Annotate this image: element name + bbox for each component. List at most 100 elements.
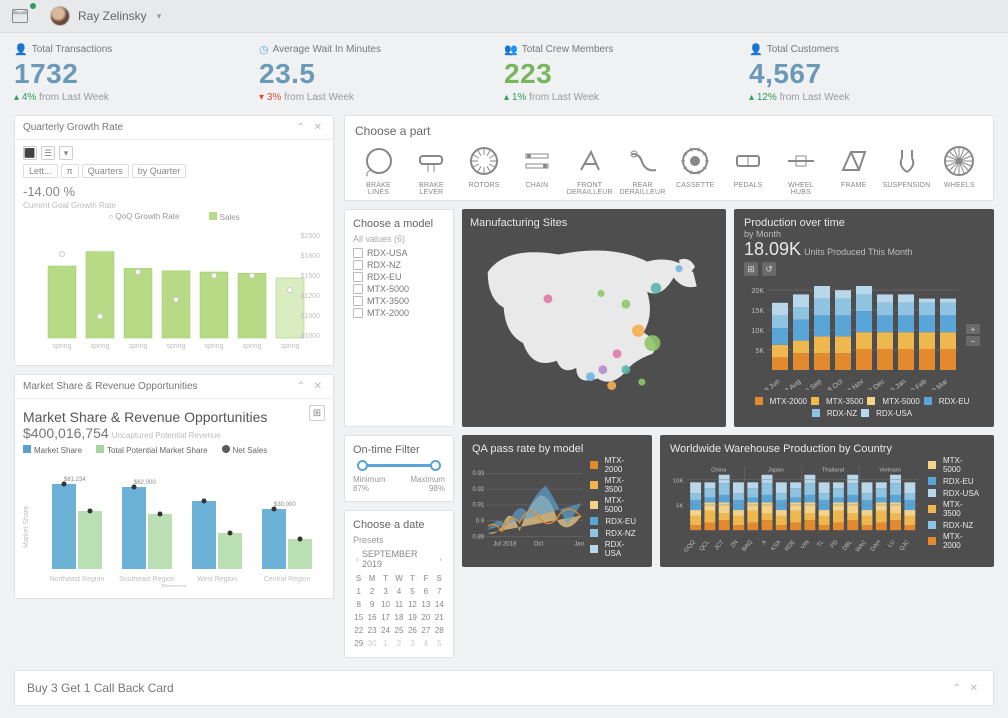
calendar-day[interactable]: 2 xyxy=(366,586,377,597)
svg-text:DBL: DBL xyxy=(842,539,854,552)
svg-text:$1000: $1000 xyxy=(301,333,321,340)
card-title: Market Share & Revenue Opportunities xyxy=(23,381,198,392)
calendar-day[interactable]: 14 xyxy=(434,599,445,610)
calendar-day[interactable]: 18 xyxy=(393,612,404,623)
calendar-day[interactable]: 29 xyxy=(353,638,364,649)
card-tools[interactable]: ⌃ ✕ xyxy=(296,122,325,133)
svg-text:0.9: 0.9 xyxy=(476,518,485,525)
svg-text:China: China xyxy=(711,467,727,473)
part-wheel-hubs[interactable]: WHEEL HUBS xyxy=(777,144,824,196)
calendar-grid[interactable]: SMTWTFS123456789101112131415161718192021… xyxy=(353,573,445,649)
part-suspension[interactable]: SUSPENSION xyxy=(883,144,930,196)
prev-month-icon[interactable]: ‹ xyxy=(353,554,362,564)
date-presets[interactable]: Presets xyxy=(353,535,445,545)
calendar-day[interactable]: 3 xyxy=(407,638,418,649)
model-RDX-USA[interactable]: RDX-USA xyxy=(353,248,445,258)
svg-text:Central Region: Central Region xyxy=(264,576,311,583)
part-wheels[interactable]: WHEELS xyxy=(936,144,983,196)
svg-text:ZN: ZN xyxy=(730,539,740,549)
card-tools[interactable]: ⌃ ✕ xyxy=(952,683,981,694)
calendar-day[interactable]: 17 xyxy=(380,612,391,623)
svg-text:10K: 10K xyxy=(752,328,765,335)
svg-text:Thailand: Thailand xyxy=(822,467,844,473)
svg-text:$2000: $2000 xyxy=(301,233,321,240)
calendar-day[interactable]: 4 xyxy=(393,586,404,597)
calendar-day[interactable]: 15 xyxy=(353,612,364,623)
part-chain[interactable]: CHAIN xyxy=(513,144,560,196)
calendar-day[interactable]: 11 xyxy=(393,599,404,610)
qa-chart: 0.890.90.910.920.93 Jul 2018OctJan 2019 xyxy=(472,455,586,555)
calendar-day[interactable]: 19 xyxy=(407,612,418,623)
tab[interactable]: by Quarter xyxy=(132,164,187,178)
next-month-icon[interactable]: › xyxy=(436,554,445,564)
calendar-day[interactable]: 5 xyxy=(434,638,445,649)
card-market-share: Market Share & Revenue Opportunities⌃ ✕ … xyxy=(14,374,334,599)
calendar-day[interactable]: 6 xyxy=(420,586,431,597)
part-cassette[interactable]: CASSETTE xyxy=(672,144,719,196)
calendar-day[interactable]: 28 xyxy=(434,625,445,636)
calendar-day[interactable]: 13 xyxy=(420,599,431,610)
calendar-day[interactable]: 5 xyxy=(407,586,418,597)
calendar-day[interactable]: 9 xyxy=(366,599,377,610)
filter-icon[interactable]: ☰ xyxy=(41,146,55,160)
settings-icon[interactable]: ⊞ xyxy=(309,405,325,421)
calendar-day[interactable]: 7 xyxy=(434,586,445,597)
calendar-day[interactable]: 2 xyxy=(393,638,404,649)
part-brake-lines[interactable]: BRAKE LINES xyxy=(355,144,402,196)
svg-text:JCT: JCT xyxy=(714,539,726,551)
tab[interactable]: π xyxy=(61,164,79,178)
kpi-label: Total Customers xyxy=(767,44,839,55)
part-pedals[interactable]: PEDALS xyxy=(725,144,772,196)
model-MTX-3500[interactable]: MTX-3500 xyxy=(353,296,445,306)
calendar-day[interactable]: 1 xyxy=(380,638,391,649)
model-RDX-EU[interactable]: RDX-EU xyxy=(353,272,445,282)
calendar-day[interactable]: 10 xyxy=(380,599,391,610)
calendar-day[interactable]: 27 xyxy=(420,625,431,636)
calendar-day[interactable]: 16 xyxy=(366,612,377,623)
footer-label: Buy 3 Get 1 Call Back Card xyxy=(27,681,174,695)
funnel-icon[interactable]: ▾ xyxy=(59,146,73,160)
svg-text:spring: spring xyxy=(52,343,71,350)
calendar-day[interactable]: 3 xyxy=(380,586,391,597)
warehouse-chart: ChinaJapanThailandVietnam 5K10K GQQQCLJC… xyxy=(670,455,922,555)
chevron-down-icon[interactable]: ▾ xyxy=(157,11,162,22)
part-brake-lever[interactable]: BRAKE LEVER xyxy=(408,144,455,196)
calendar-day[interactable]: 1 xyxy=(353,586,364,597)
part-frame[interactable]: FRAME xyxy=(830,144,877,196)
avatar[interactable] xyxy=(50,6,70,26)
person-icon: 👤 xyxy=(14,43,28,56)
svg-text:Southeast Region: Southeast Region xyxy=(119,576,175,583)
calendar-day[interactable]: 20 xyxy=(420,612,431,623)
reset-icon[interactable]: ↺ xyxy=(762,262,776,276)
calendar-day[interactable]: 24 xyxy=(380,625,391,636)
user-name[interactable]: Ray Zelinsky xyxy=(78,9,147,23)
part-rotors[interactable]: ROTORS xyxy=(461,144,508,196)
model-MTX-2000[interactable]: MTX-2000 xyxy=(353,308,445,318)
card-map: Manufacturing Sites xyxy=(462,209,726,427)
mail-icon[interactable] xyxy=(12,9,28,23)
ontime-slider[interactable] xyxy=(357,464,441,467)
svg-text:Japan: Japan xyxy=(768,467,784,473)
footer-card[interactable]: Buy 3 Get 1 Call Back Card ⌃ ✕ xyxy=(14,670,994,706)
tab[interactable]: Lett... xyxy=(23,164,58,178)
model-RDX-NZ[interactable]: RDX-NZ xyxy=(353,260,445,270)
calendar-day[interactable]: 26 xyxy=(407,625,418,636)
calendar-day[interactable]: 30 xyxy=(366,638,377,649)
calendar-day[interactable]: 12 xyxy=(407,599,418,610)
calendar-day[interactable]: 23 xyxy=(366,625,377,636)
model-MTX-5000[interactable]: MTX-5000 xyxy=(353,284,445,294)
calendar-day[interactable]: 25 xyxy=(393,625,404,636)
chart-type-icon[interactable]: ⬛ xyxy=(23,146,37,160)
part-front-derailleur[interactable]: FRONT DERAILLEUR xyxy=(566,144,613,196)
svg-text:0.92: 0.92 xyxy=(472,486,485,493)
model-picker: Choose a model All values (6) RDX-USARDX… xyxy=(344,209,454,427)
calendar-day[interactable]: 22 xyxy=(353,625,364,636)
zoom-icon[interactable]: ⊞ xyxy=(744,262,758,276)
tab[interactable]: Quarters xyxy=(82,164,129,178)
svg-text:−: − xyxy=(971,337,976,346)
calendar-day[interactable]: 21 xyxy=(434,612,445,623)
part-rear-derailleur[interactable]: REAR DERAILLEUR xyxy=(619,144,666,196)
calendar-day[interactable]: 8 xyxy=(353,599,364,610)
card-tools[interactable]: ⌃ ✕ xyxy=(296,381,325,392)
calendar-day[interactable]: 4 xyxy=(420,638,431,649)
